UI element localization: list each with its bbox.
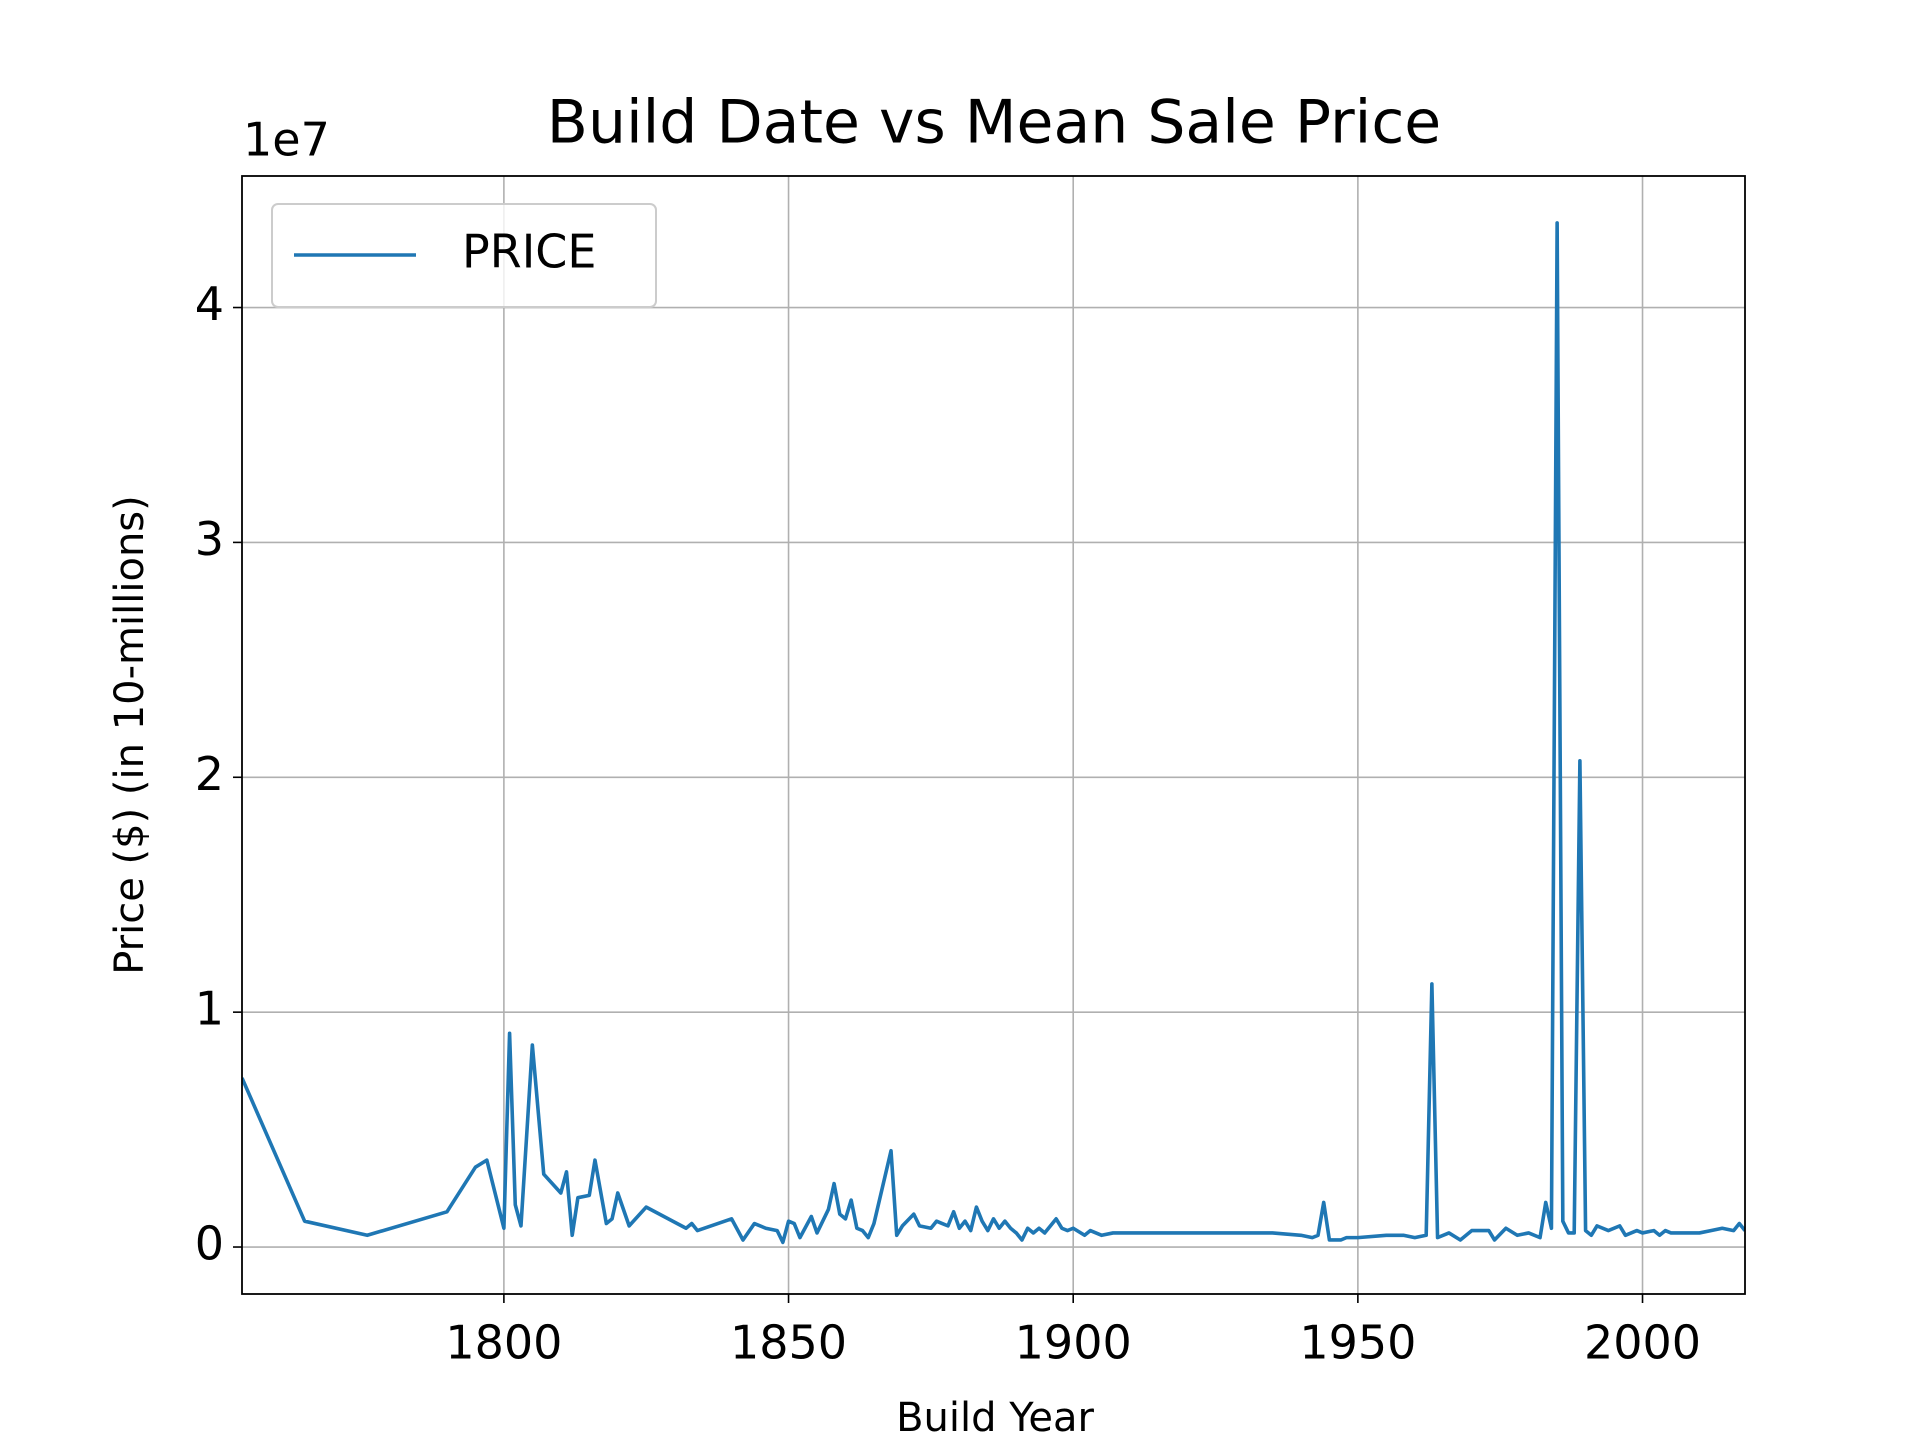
y-tick-label: 0 xyxy=(195,1217,224,1271)
data-line xyxy=(242,221,1745,1245)
x-tick-label: 1900 xyxy=(1015,1316,1132,1370)
y-tick-label: 1 xyxy=(195,982,224,1036)
y-tick-label: 2 xyxy=(195,747,224,801)
chart-title: Build Date vs Mean Sale Price xyxy=(547,88,1441,158)
x-tick-label: 1800 xyxy=(445,1316,562,1370)
x-tick-label: 2000 xyxy=(1584,1316,1701,1370)
y-tick-label: 3 xyxy=(195,512,224,566)
x-axis-label: Build Year xyxy=(896,1395,1094,1440)
legend-label: PRICE xyxy=(462,225,596,279)
plot-frame xyxy=(241,175,1746,1295)
y-offset-label: 1e7 xyxy=(243,113,330,167)
plot-area xyxy=(242,221,1745,1245)
legend-box xyxy=(271,203,657,308)
y-axis-label: Price ($) (in 10-millions) xyxy=(107,495,153,974)
x-tick-label: 1950 xyxy=(1299,1316,1416,1370)
x-tick-label: 1850 xyxy=(730,1316,847,1370)
y-tick-label: 4 xyxy=(195,277,224,331)
